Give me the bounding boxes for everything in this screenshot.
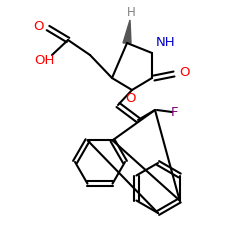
Text: NH: NH bbox=[156, 36, 176, 50]
Text: O: O bbox=[125, 92, 135, 106]
Text: F: F bbox=[171, 106, 179, 118]
Text: O: O bbox=[34, 20, 44, 32]
Polygon shape bbox=[123, 20, 131, 43]
Text: OH: OH bbox=[34, 54, 54, 66]
Text: H: H bbox=[127, 6, 136, 20]
Text: O: O bbox=[179, 66, 189, 80]
